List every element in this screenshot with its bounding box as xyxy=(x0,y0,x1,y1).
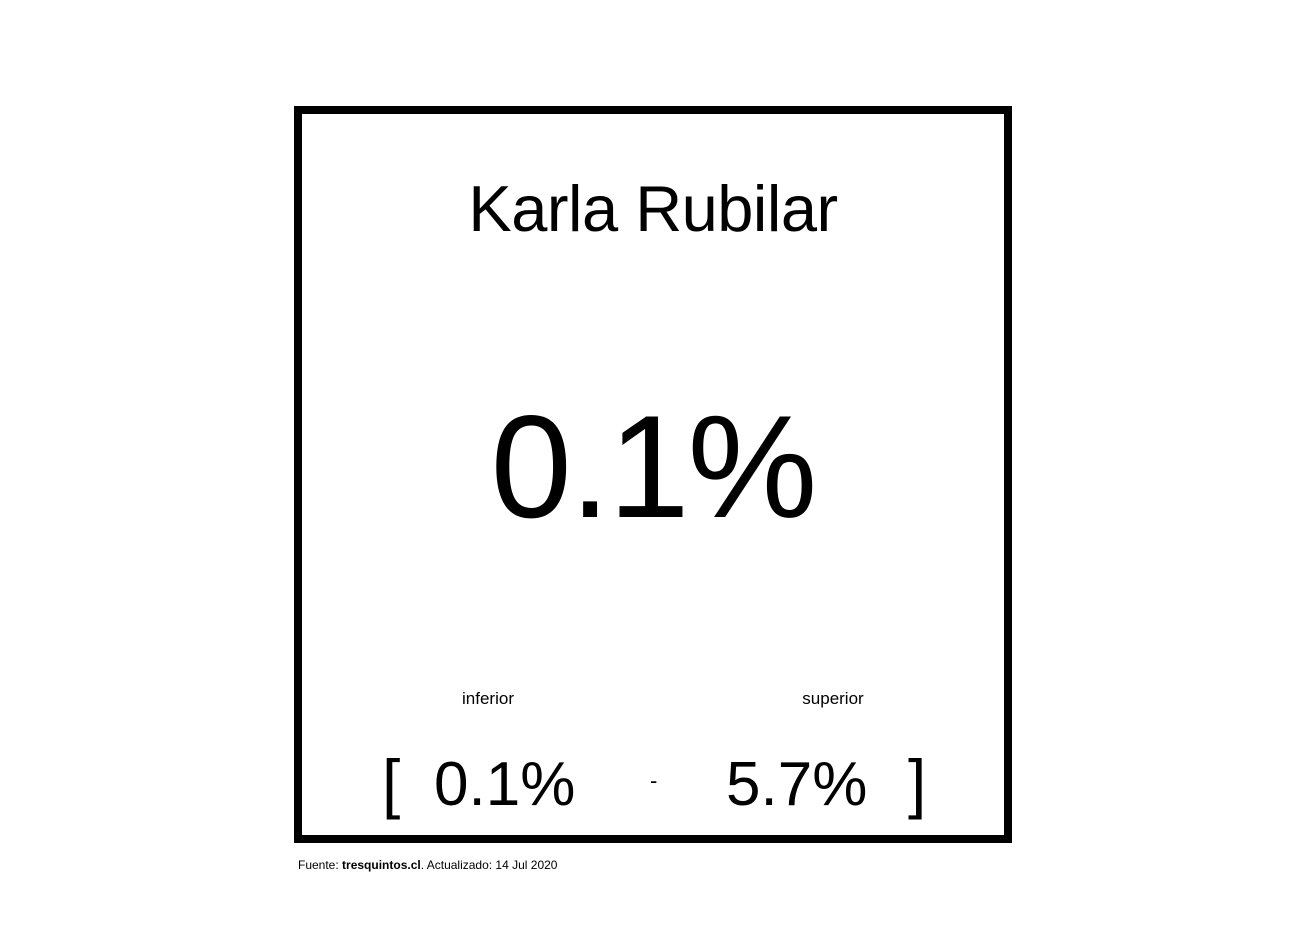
lower-bound-value: 0.1% xyxy=(434,750,576,819)
estimate-value: 0.1% xyxy=(490,385,818,548)
source-prefix: Fuente: xyxy=(298,858,343,872)
upper-bound-label: superior xyxy=(802,689,864,708)
updated-text: . Actualizado: 14 Jul 2020 xyxy=(420,858,558,872)
source-footer: Fuente: tresquintos.cl. Actualizado: 14 … xyxy=(298,859,557,871)
estimate-card: Karla Rubilar 0.1% inferior superior [ 0… xyxy=(294,106,1012,843)
source-name: tresquintos.cl xyxy=(342,858,421,872)
candidate-name: Karla Rubilar xyxy=(468,172,838,245)
range-separator: - xyxy=(650,768,658,793)
open-bracket: [ xyxy=(382,746,401,820)
lower-bound-label: inferior xyxy=(462,689,514,708)
upper-bound-value: 5.7% xyxy=(726,750,868,819)
close-bracket: ] xyxy=(908,746,927,820)
